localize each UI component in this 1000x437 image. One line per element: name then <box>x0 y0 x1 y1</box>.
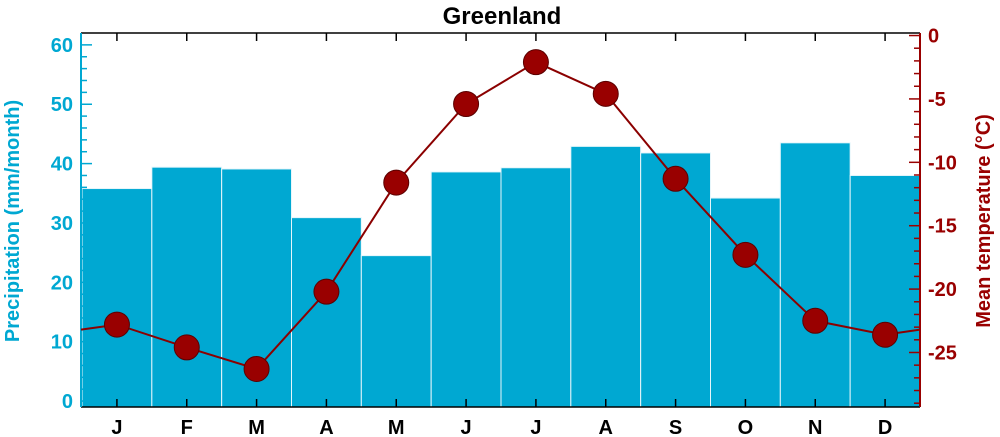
left-tick-label: 10 <box>51 332 73 354</box>
right-tick-label: -25 <box>928 342 957 364</box>
x-tick-label: M <box>248 417 265 437</box>
precip-bar-2 <box>151 166 223 408</box>
x-tick-label: D <box>878 417 892 437</box>
left-tick-label: 20 <box>51 272 73 294</box>
temp-point-6 <box>453 91 480 117</box>
precip-bar-5 <box>360 255 432 408</box>
left-tick-label: 30 <box>51 213 73 235</box>
left-tick-label: 0 <box>62 391 73 413</box>
temp-point-3 <box>243 355 270 382</box>
temp-point-4 <box>313 278 340 305</box>
x-tick-label: F <box>181 417 193 437</box>
left-axis-label: Precipitation (mm/month) <box>2 100 24 342</box>
precipitation-bars <box>81 142 921 408</box>
precip-bar-12 <box>849 174 921 408</box>
chart-title: Greenland <box>443 3 562 30</box>
precip-bar-9 <box>640 152 711 408</box>
left-tick-label: 40 <box>51 154 73 176</box>
precip-bar-8 <box>570 145 642 408</box>
precip-bar-4 <box>291 217 362 408</box>
left-tick-label: 60 <box>51 35 73 57</box>
right-tick-label: 0 <box>928 26 939 48</box>
right-tick-label: -15 <box>928 216 957 238</box>
x-tick-label: J <box>461 417 472 437</box>
precip-bar-6 <box>430 171 502 408</box>
temperature-line <box>80 49 921 382</box>
temp-point-1 <box>103 311 130 338</box>
precip-bar-11 <box>779 142 851 408</box>
precip-bar-1 <box>81 188 153 408</box>
temp-point-2 <box>173 334 200 361</box>
x-tick-label: S <box>669 417 682 437</box>
temp-point-5 <box>383 169 410 196</box>
x-tick-label: A <box>599 417 613 437</box>
right-tick-label: -10 <box>928 152 957 174</box>
temp-point-7 <box>522 49 549 76</box>
precip-bar-7 <box>500 167 572 408</box>
temp-point-8 <box>592 80 619 107</box>
left-tick-label: 50 <box>51 94 73 116</box>
temp-point-12 <box>872 321 899 348</box>
x-tick-label: J <box>111 417 122 437</box>
plot-frame <box>81 32 920 408</box>
temp-point-9 <box>662 165 689 192</box>
right-tick-label: -5 <box>928 89 946 111</box>
x-tick-label: A <box>319 417 333 437</box>
temp-point-11 <box>802 307 829 334</box>
right-tick-label: -20 <box>928 279 957 301</box>
x-tick-label: N <box>808 417 822 437</box>
right-axis: 0 -5 -10 -15 -20 -25 <box>909 26 957 407</box>
temp-point-10 <box>732 241 759 268</box>
x-tick-label: O <box>738 417 754 437</box>
precip-bar-10 <box>710 197 781 408</box>
x-tick-label: M <box>388 417 405 437</box>
x-tick-label: J <box>530 417 541 437</box>
right-axis-label: Mean temperature (°C) <box>973 114 995 328</box>
